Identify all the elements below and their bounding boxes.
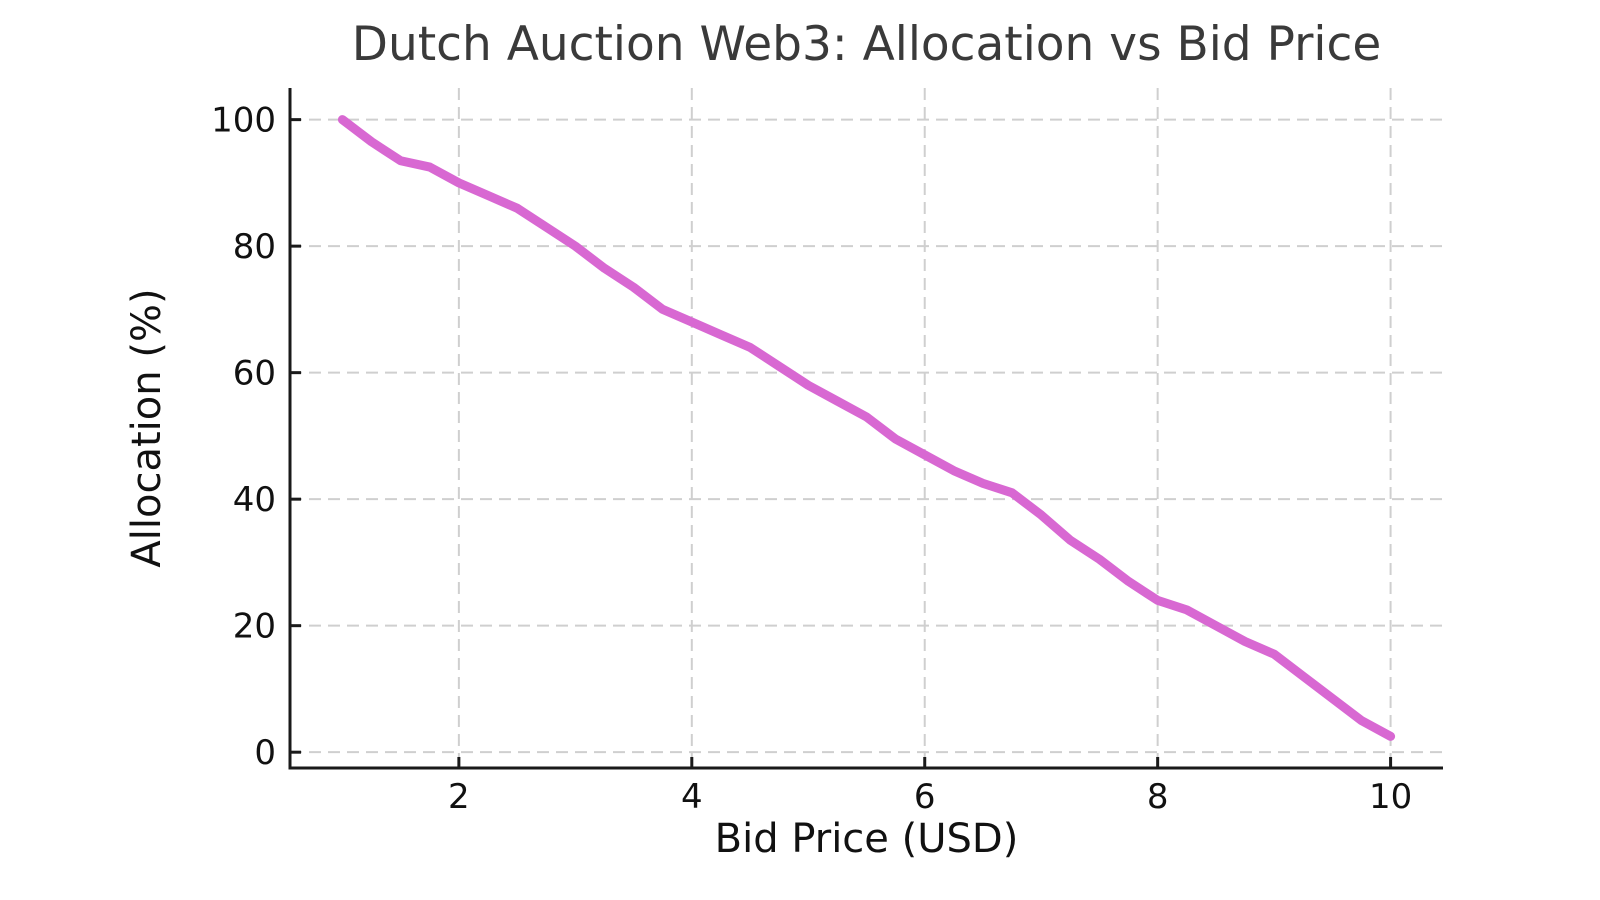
data-series: [337, 115, 1396, 741]
x-tick-label: 10: [1369, 777, 1412, 817]
y-tick-label: 60: [233, 354, 276, 394]
x-tick-label: 4: [681, 777, 703, 817]
x-tick-label: 2: [448, 777, 470, 817]
y-tick-label: 40: [233, 480, 276, 520]
x-tick-label: 6: [914, 777, 936, 817]
y-tick-label: 100: [211, 101, 276, 141]
x-tick-label: 8: [1147, 777, 1169, 817]
x-axis-label: Bid Price (USD): [715, 816, 1019, 862]
y-tick-label: 20: [233, 607, 276, 647]
allocation-line: [337, 115, 1396, 741]
axis-spines: [288, 88, 1443, 770]
y-tick-label: 0: [254, 733, 276, 773]
y-axis-label: Allocation (%): [124, 288, 170, 567]
gridlines: [290, 88, 1443, 768]
chart-title: Dutch Auction Web3: Allocation vs Bid Pr…: [352, 17, 1381, 72]
tick-marks: [290, 118, 1393, 768]
y-tick-label: 80: [233, 227, 276, 267]
